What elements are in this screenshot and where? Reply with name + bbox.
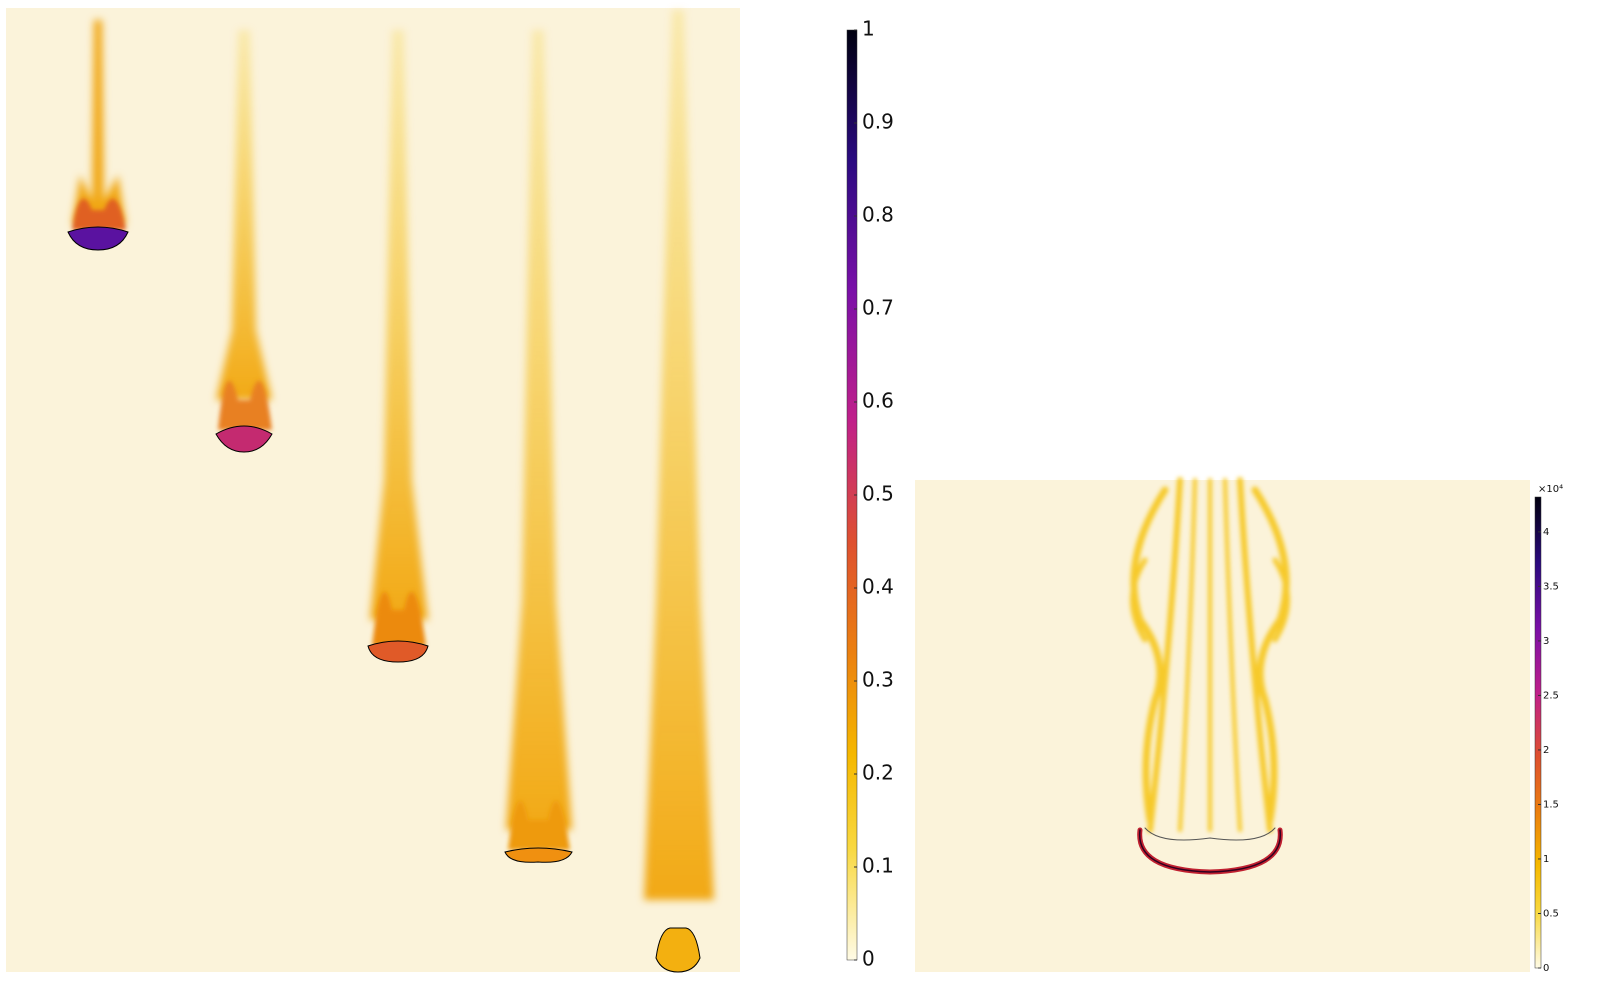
- tick-label: 0.7: [862, 296, 894, 320]
- tick-label: 2.5: [1543, 690, 1559, 701]
- left-panel: [6, 8, 740, 972]
- colorbar-exponent: ×10⁴: [1538, 484, 1563, 495]
- droplet-sequence: [67, 10, 714, 973]
- tick-label: 0: [1543, 963, 1549, 974]
- tick-label: 1: [1543, 854, 1549, 865]
- colorbar-ticks: 0 0.5 1 1.5 2 2.5 3 3.5 4: [1538, 527, 1559, 974]
- tick-label: 3: [1543, 636, 1549, 647]
- tick-label: 0.9: [862, 110, 894, 134]
- tick-label: 0.5: [862, 482, 894, 506]
- tick-label: 4: [1543, 527, 1549, 538]
- right-panel: [915, 480, 1530, 972]
- tick-label: 0.5: [1543, 908, 1559, 919]
- tick-label: 0.2: [862, 761, 894, 785]
- colorbar-ticks: 0 0.1 0.2 0.3 0.4 0.5 0.6 0.7 0.8 0.9 1: [854, 17, 894, 971]
- tick-label: 1.5: [1543, 799, 1559, 810]
- tick-label: 0.1: [862, 854, 894, 878]
- tick-label: 1: [862, 17, 875, 41]
- detail-view: [1130, 477, 1290, 875]
- tick-label: 2: [1543, 745, 1549, 756]
- tick-label: 0.3: [862, 668, 894, 692]
- tick-label: 0.6: [862, 389, 894, 413]
- tick-label: 0.4: [862, 575, 894, 599]
- tick-label: 3.5: [1543, 581, 1559, 592]
- tick-label: 0: [862, 947, 875, 971]
- tick-label: 0.8: [862, 203, 894, 227]
- colorbar: [1534, 496, 1542, 969]
